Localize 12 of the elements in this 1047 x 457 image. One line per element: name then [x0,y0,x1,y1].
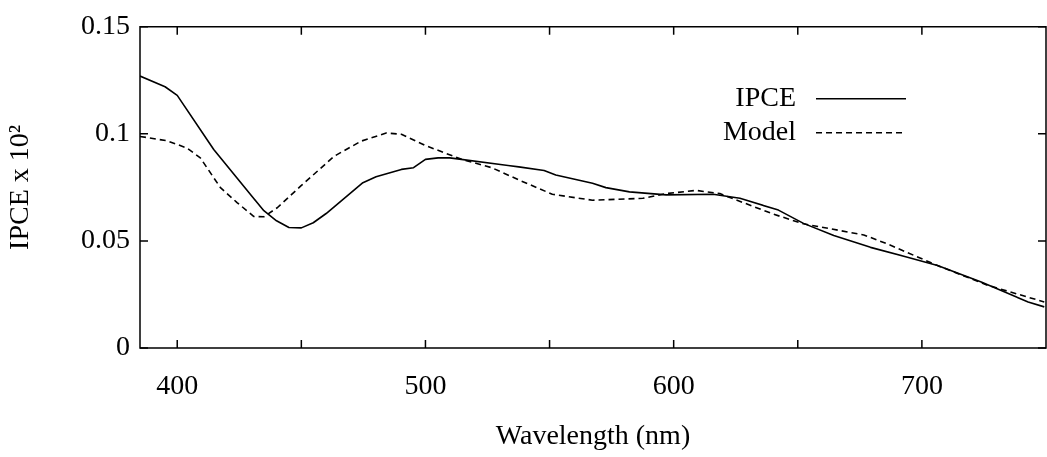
y-tick-label: 0.1 [95,116,130,148]
x-tick-label: 400 [156,369,199,401]
x-axis-title: Wavelength (nm) [495,418,691,450]
y-tick-label: 0.05 [81,223,130,255]
legend-label: IPCE [735,81,796,113]
x-tick-label: 600 [652,369,695,401]
y-tick-label: 0 [116,330,130,362]
y-axis-title: IPCE x 10² [3,124,35,250]
legend-label: Model [722,115,797,147]
x-tick-label: 700 [900,369,943,401]
y-tick-label: 0.15 [81,9,130,41]
x-tick-label: 500 [404,369,447,401]
